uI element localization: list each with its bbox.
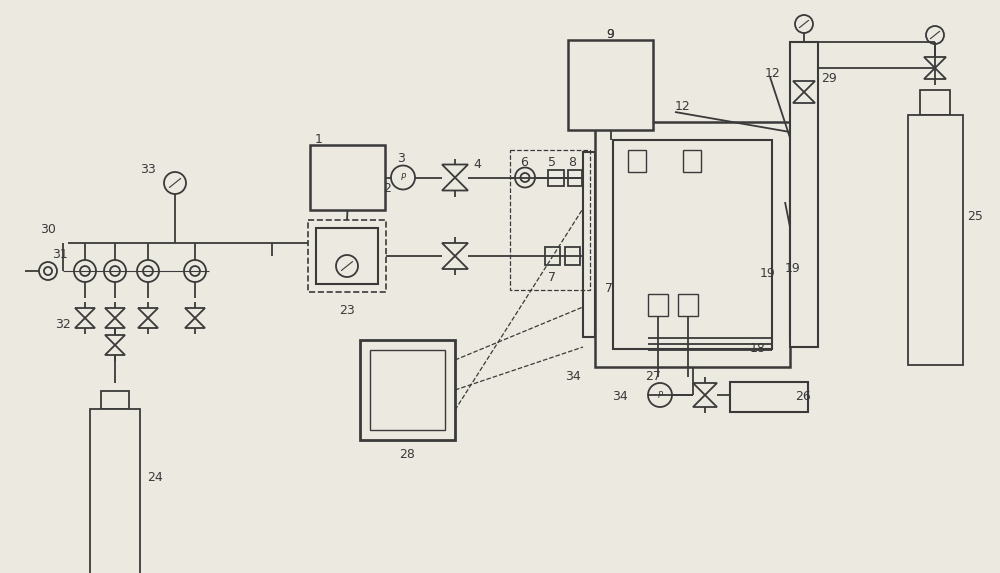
Bar [310,145,385,210]
Bar [370,350,445,430]
Text: 31: 31 [52,248,68,261]
Bar [613,140,772,349]
Text: 12: 12 [765,67,781,80]
Text: 1: 1 [315,133,323,146]
Bar [101,391,129,409]
Bar [730,382,808,412]
Text: 33: 33 [140,163,156,176]
Text: 18: 18 [750,342,766,355]
Bar [548,170,564,186]
Bar [510,150,590,290]
Text: 32: 32 [55,318,71,331]
Text: 24: 24 [147,471,163,484]
Text: 6: 6 [520,155,528,168]
Text: 9: 9 [606,28,614,41]
Text: 23: 23 [339,304,355,317]
Text: 29: 29 [821,72,837,85]
Text: P: P [658,391,662,399]
Bar [595,122,790,367]
Bar [683,150,701,172]
Text: 5: 5 [548,155,556,168]
Text: 30: 30 [40,223,56,236]
Bar [790,152,802,337]
Bar [908,115,962,365]
Text: 28: 28 [400,448,415,461]
Bar [316,228,378,284]
Bar [790,42,818,347]
Bar [648,294,668,316]
Text: 8: 8 [568,155,576,168]
Text: 9: 9 [607,28,614,41]
Bar [568,170,582,186]
Bar [568,40,653,130]
Text: 34: 34 [565,370,581,383]
Text: 2: 2 [383,182,391,195]
Bar [90,409,140,573]
Text: 26: 26 [795,390,811,403]
Bar [360,340,455,440]
Bar [308,220,386,292]
Text: 4: 4 [473,158,481,171]
Text: 25: 25 [967,210,983,223]
Bar [920,90,950,115]
Text: 34: 34 [612,390,628,403]
Text: 19: 19 [785,262,801,275]
Bar [583,152,595,337]
Bar [565,247,580,265]
Text: 19: 19 [760,267,776,280]
Text: 7: 7 [605,282,613,295]
Text: 27: 27 [645,370,661,383]
Text: 12: 12 [675,100,691,113]
Text: 7: 7 [548,271,556,284]
Bar [545,247,560,265]
Text: P: P [400,173,406,182]
Bar [678,294,698,316]
Bar [628,150,646,172]
Text: 3: 3 [397,151,405,164]
